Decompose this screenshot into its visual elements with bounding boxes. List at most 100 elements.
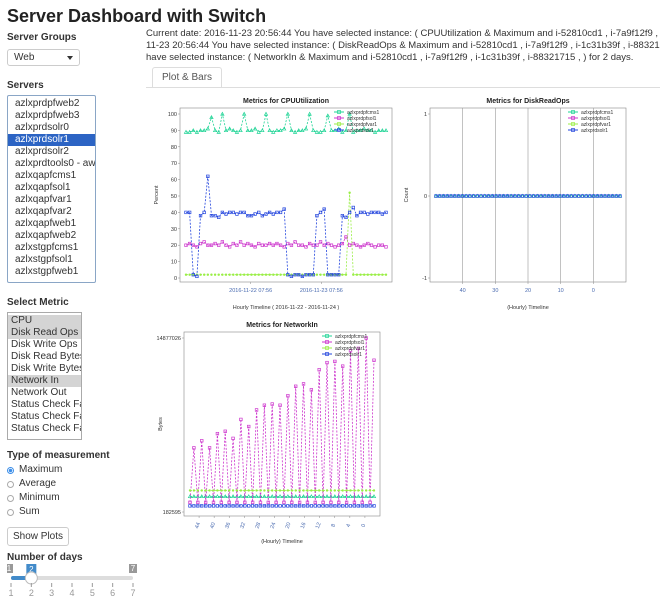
- data-point: [274, 500, 278, 504]
- radio-icon[interactable]: [7, 494, 14, 502]
- metric-option[interactable]: Disk Write Bytes: [11, 363, 82, 374]
- data-point: [337, 489, 340, 492]
- data-point: [313, 504, 317, 508]
- server-option[interactable]: azlxprdsolr1: [8, 134, 95, 146]
- data-point: [372, 504, 376, 508]
- data-point: [235, 489, 239, 492]
- radio-icon[interactable]: [7, 480, 14, 488]
- data-point: [215, 431, 220, 436]
- metric-option[interactable]: Status Check Fa: [11, 423, 82, 434]
- data-point: [257, 241, 261, 246]
- data-point: [573, 194, 577, 198]
- measurement-option[interactable]: Maximum: [7, 463, 142, 477]
- data-point: [370, 273, 373, 276]
- server-option[interactable]: azlxqapfsol1: [15, 182, 71, 193]
- metric-option[interactable]: Disk Read Bytes: [11, 351, 82, 362]
- data-point: [329, 489, 333, 492]
- metric-listbox[interactable]: CPU Disk Read Ops Disk Write Ops Disk Read …: [7, 312, 82, 440]
- metric-option[interactable]: Disk Write Ops: [11, 339, 78, 350]
- y-tick-label: 30: [171, 227, 177, 233]
- data-point: [282, 207, 286, 211]
- slider-handle[interactable]: [24, 571, 38, 585]
- data-point: [260, 128, 265, 133]
- metric-option[interactable]: Status Check Fa: [11, 399, 82, 410]
- server-groups-select[interactable]: Web: [7, 49, 80, 66]
- data-point: [325, 489, 329, 492]
- data-point: [215, 494, 220, 499]
- data-point: [614, 194, 618, 198]
- data-point: [315, 214, 319, 218]
- data-point: [262, 403, 267, 407]
- data-point: [198, 214, 203, 218]
- y-axis-label: Bytes: [158, 417, 164, 431]
- data-point: [356, 504, 360, 508]
- data-point: [513, 194, 517, 198]
- data-point: [361, 489, 364, 492]
- server-option[interactable]: azlxqapfvar2: [15, 206, 72, 217]
- measurement-option[interactable]: Minimum: [7, 491, 142, 505]
- data-point: [227, 504, 231, 508]
- servers-listbox[interactable]: azlxprdpfweb2 azlxprdpfweb3 azlxprdsolr0 az…: [7, 95, 96, 283]
- server-option[interactable]: azlxstgpfsol1: [15, 254, 73, 265]
- data-point: [372, 489, 376, 492]
- data-point: [201, 128, 207, 133]
- metric-option[interactable]: Disk Read Ops: [8, 327, 81, 339]
- data-point: [188, 500, 192, 504]
- data-point: [282, 500, 286, 504]
- server-option[interactable]: azlxprdsolr2: [15, 146, 69, 157]
- radio-icon[interactable]: [7, 466, 14, 474]
- server-option[interactable]: azlxstgpfcms1: [15, 242, 79, 253]
- data-point: [267, 489, 270, 492]
- x-tick-label: 20: [525, 288, 531, 294]
- data-point: [211, 504, 216, 508]
- server-option[interactable]: azlxqapfweb2: [15, 230, 77, 241]
- show-plots-button[interactable]: Show Plots: [7, 527, 70, 546]
- measurement-option[interactable]: Average: [7, 477, 142, 491]
- metric-option[interactable]: Network Out: [11, 387, 67, 398]
- chart-title: Metrics for DiskReadOps: [486, 98, 569, 105]
- selection-summary: Current date: 2016-11-23 20:56:44 You ha…: [146, 28, 660, 64]
- server-option[interactable]: azlxprdsolr0: [15, 122, 69, 133]
- measurement-option[interactable]: Sum: [7, 505, 142, 519]
- data-point: [221, 273, 224, 276]
- measurement-option-label: Sum: [19, 506, 40, 517]
- data-point: [312, 273, 315, 276]
- data-point: [358, 245, 363, 249]
- server-option[interactable]: azlxqapfvar1: [15, 194, 72, 205]
- data-point: [588, 194, 592, 198]
- data-point: [445, 194, 449, 198]
- legend-label: azlxprdpfvar1: [347, 122, 377, 128]
- metric-option[interactable]: Network In: [8, 375, 81, 387]
- data-point: [289, 243, 294, 247]
- data-point: [584, 194, 588, 198]
- server-option[interactable]: azlxprdtools0 - aws: [15, 158, 96, 169]
- metric-option[interactable]: Status Check Fa: [11, 411, 82, 422]
- data-point: [187, 210, 192, 215]
- select-metric-label: Select Metric: [7, 297, 69, 308]
- server-option[interactable]: azlxqapfweb1: [15, 218, 77, 229]
- radio-icon[interactable]: [7, 508, 14, 516]
- series-points: [188, 336, 376, 504]
- data-point: [505, 194, 509, 198]
- data-point: [196, 504, 200, 508]
- data-point: [238, 210, 243, 215]
- data-point: [547, 194, 551, 198]
- data-point: [344, 273, 348, 276]
- data-point: [227, 500, 231, 504]
- data-point: [246, 273, 250, 276]
- data-point: [220, 210, 225, 215]
- days-slider[interactable]: 1 7 2 1 2 3 4 5 6 7: [5, 563, 137, 603]
- server-option[interactable]: azlxqapfcms1: [15, 170, 77, 181]
- data-point: [344, 215, 348, 219]
- x-tick-label: 16: [300, 522, 308, 530]
- data-point: [294, 489, 297, 492]
- metric-option[interactable]: CPU: [8, 315, 81, 327]
- data-point: [303, 126, 309, 131]
- tab-plot-bars[interactable]: Plot & Bars: [152, 67, 223, 88]
- server-option[interactable]: azlxprdpfweb2: [15, 98, 80, 109]
- data-point: [297, 273, 301, 277]
- slider-track[interactable]: [11, 576, 133, 580]
- data-point: [194, 129, 200, 134]
- server-option[interactable]: azlxprdpfweb3: [15, 110, 80, 121]
- server-option[interactable]: azlxstgpfweb1: [15, 266, 79, 277]
